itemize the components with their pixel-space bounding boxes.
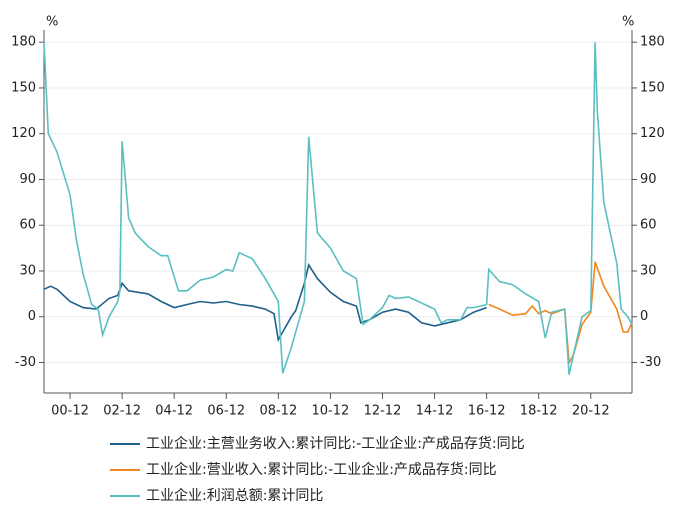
legend: 工业企业:主营业务收入:累计同比:-工业企业:产成品存货:同比工业企业:营业收入… <box>110 435 525 504</box>
legend-label: 工业企业:利润总额:累计同比 <box>146 487 323 504</box>
y-tick-label: 180 <box>11 35 36 50</box>
series-line <box>43 262 487 342</box>
x-tick-label: 08-12 <box>259 404 297 419</box>
x-tick-label: 02-12 <box>103 404 141 419</box>
y2-tick-label: 120 <box>640 126 665 141</box>
x-tick-label: 12-12 <box>364 404 402 419</box>
y-tick-label: 30 <box>19 263 36 278</box>
legend-label: 工业企业:营业收入:累计同比:-工业企业:产成品存货:同比 <box>146 461 497 478</box>
y2-unit: % <box>622 15 634 30</box>
series-line <box>488 261 633 366</box>
y-unit: % <box>46 15 58 30</box>
x-tick-label: 10-12 <box>312 404 350 419</box>
x-tick-label: 14-12 <box>416 404 454 419</box>
y-tick-label: 150 <box>11 80 36 95</box>
x-tick-label: 00-12 <box>51 404 89 419</box>
y2-tick-label: -30 <box>640 355 661 370</box>
y2-tick-label: 180 <box>640 35 665 50</box>
x-tick-label: 20-12 <box>572 404 610 419</box>
y-tick-label: -30 <box>15 355 36 370</box>
x-tick-label: 06-12 <box>207 404 245 419</box>
y2-tick-label: 150 <box>640 80 665 95</box>
legend-label: 工业企业:主营业务收入:累计同比:-工业企业:产成品存货:同比 <box>146 435 525 452</box>
y-tick-label: 90 <box>19 172 36 187</box>
x-tick-label: 18-12 <box>520 404 558 419</box>
x-tick-label: 04-12 <box>155 404 193 419</box>
y2-tick-label: 30 <box>640 263 657 278</box>
y2-tick-label: 60 <box>640 218 657 233</box>
y2-tick-label: 90 <box>640 172 657 187</box>
x-tick-label: 16-12 <box>468 404 506 419</box>
series-line <box>43 42 633 375</box>
y2-tick-label: 0 <box>640 309 648 324</box>
y-tick-label: 120 <box>11 126 36 141</box>
y-tick-label: 60 <box>19 218 36 233</box>
y-tick-label: 0 <box>28 309 36 324</box>
